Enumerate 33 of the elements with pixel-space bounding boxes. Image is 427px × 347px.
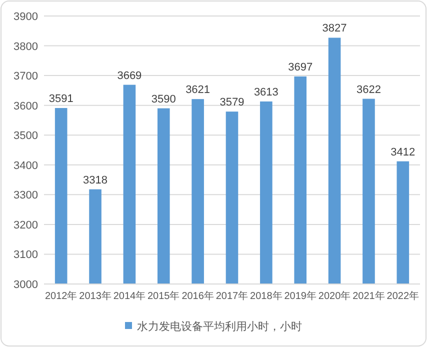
data-label: 3697	[288, 61, 313, 74]
data-label: 3591	[48, 93, 74, 106]
x-tick-label: 2021年	[352, 290, 385, 302]
x-tick-label: 2012年	[44, 290, 78, 302]
x-tick-label: 2017年	[216, 290, 248, 302]
y-tick-label: 3100	[14, 249, 38, 262]
y-tick-label: 3300	[14, 190, 38, 202]
y-tick-label: 3000	[14, 279, 38, 291]
data-label: 3579	[220, 96, 244, 109]
y-tick-label: 3500	[14, 130, 38, 142]
legend-label: 水力发电设备平均利用小时，小时	[137, 320, 302, 333]
data-label: 3621	[186, 84, 210, 96]
y-tick-label: 3700	[14, 70, 38, 83]
data-label: 3318	[83, 174, 108, 186]
data-label: 3622	[356, 84, 381, 96]
data-label: 3669	[117, 70, 142, 82]
x-tick-label: 2018年	[250, 290, 282, 302]
x-tick-label: 2013年	[79, 290, 112, 302]
x-tick-label: 2015年	[148, 290, 180, 302]
y-tick-label: 3200	[14, 219, 38, 232]
x-tick-label: 2022年	[386, 290, 420, 302]
y-tick-label: 3400	[14, 160, 38, 172]
data-label: 3827	[322, 22, 347, 35]
x-tick-label: 2014年	[113, 290, 146, 302]
data-label: 3613	[254, 86, 278, 98]
x-tick-label: 2020年	[318, 290, 351, 302]
data-label: 3412	[390, 146, 416, 158]
y-tick-label: 3900	[14, 11, 38, 23]
data-label: 3590	[151, 93, 176, 106]
y-tick-label: 3600	[14, 100, 38, 112]
x-tick-label: 2019年	[284, 290, 316, 302]
y-tick-label: 3800	[14, 40, 38, 53]
x-tick-label: 2016年	[182, 290, 214, 302]
